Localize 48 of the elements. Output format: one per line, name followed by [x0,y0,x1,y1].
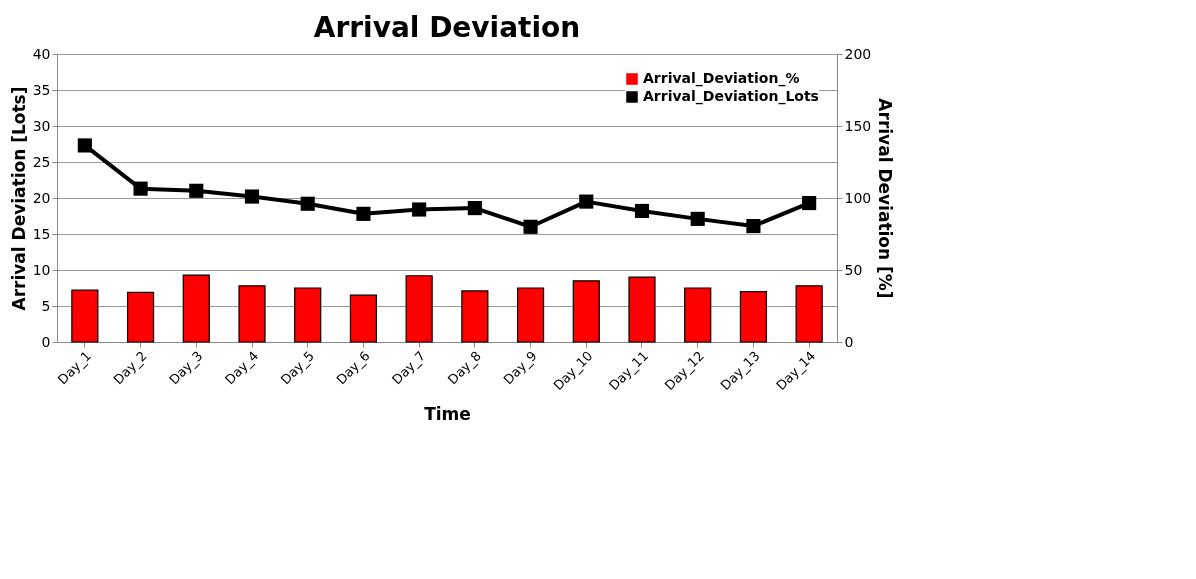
y2-tick-label: 0 [844,333,854,350]
y-tick-label: 35 [32,81,51,98]
bar [795,285,823,343]
y-tick-label: 40 [32,45,51,62]
point [133,181,148,196]
point [244,189,260,204]
y2-tick-label: 100 [844,189,872,206]
bar [461,290,489,343]
bar [684,287,712,343]
point [523,219,538,234]
y-tick-label: 15 [32,225,51,242]
chart-title: Arrival Deviation [313,11,581,44]
point [802,195,817,211]
y-tick-label: 25 [32,153,51,170]
y2-tick-label: 50 [844,261,863,278]
point [412,202,427,217]
point [356,206,371,221]
point [189,183,204,198]
point [634,203,650,219]
y-axis-title: Arrival Deviation [Lots] [8,86,29,311]
bar [126,291,155,343]
point [467,201,482,216]
bar [182,274,210,343]
y2-axis-title: Arrival Deviation [%] [875,98,896,299]
point [746,219,761,234]
point [77,138,92,153]
y-tick-label: 0 [41,333,51,350]
bar [71,289,99,343]
legend-label: Arrival_Deviation_% [643,70,800,87]
point [300,196,315,211]
y2-tick-label: 200 [844,45,872,62]
bar [238,285,266,343]
bar [294,287,322,343]
bar [739,291,768,343]
x-axis-title: Time [424,404,471,425]
point [579,194,594,209]
y-tick-label: 30 [32,117,51,134]
y-tick-label: 5 [41,297,51,314]
bar [405,275,433,343]
legend-label: Arrival_Deviation_Lots [643,88,819,105]
y-tick-label: 10 [32,261,51,278]
bar [516,287,545,343]
y2-tick-label: 150 [844,117,872,134]
point [690,211,705,226]
bar [349,294,378,343]
bar [628,276,656,343]
y-tick-label: 20 [32,189,51,206]
bar [572,280,600,343]
